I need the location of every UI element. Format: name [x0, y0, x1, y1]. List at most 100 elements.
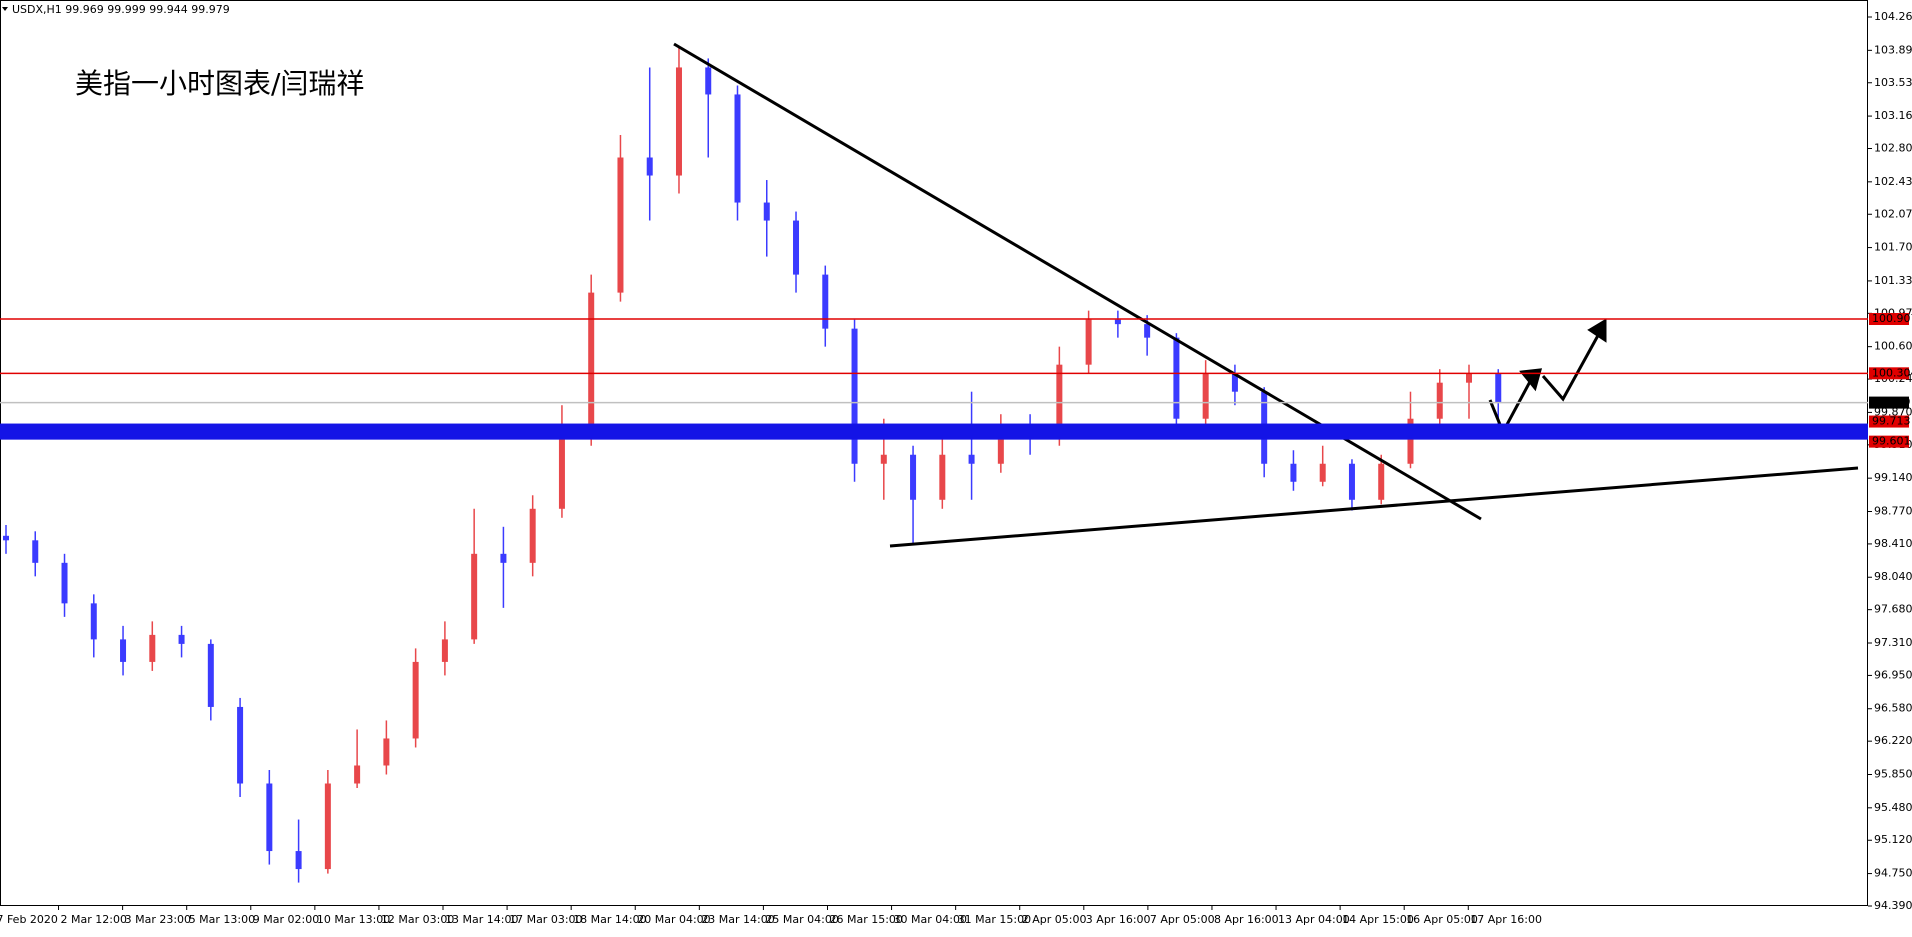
level-label: 99.601 — [1872, 435, 1911, 448]
x-tick-label: 23 Mar 14:00 — [701, 913, 774, 926]
candle-body — [1378, 463, 1385, 500]
candle-body — [1319, 463, 1326, 482]
x-tick-label: 30 Mar 04:00 — [894, 913, 967, 926]
x-tick-label: 3 Mar 23:00 — [125, 913, 191, 926]
x-tick-label: 26 Mar 15:00 — [829, 913, 902, 926]
y-tick-label: 95.850 — [1874, 767, 1912, 780]
candle-body — [1056, 364, 1063, 437]
y-tick-label: 96.580 — [1874, 702, 1912, 715]
candle-body — [1202, 373, 1209, 419]
candle-body — [1466, 373, 1472, 383]
level-label-bg — [1869, 313, 1909, 326]
candle-body — [910, 454, 917, 500]
level-label: 99.979 — [1872, 396, 1911, 409]
x-tick-label: 5 Mar 13:00 — [189, 913, 255, 926]
arrow-head — [1587, 318, 1607, 343]
support-line — [889, 466, 1859, 548]
candle-body — [1290, 463, 1297, 482]
support-band — [0, 423, 1868, 440]
candle-body — [851, 328, 858, 464]
y-tick-label: 98.410 — [1874, 537, 1912, 550]
arrow-path — [1541, 329, 1603, 402]
y-tick-label: 98.040 — [1874, 570, 1912, 583]
y-tick-label: 103.530 — [1874, 76, 1912, 89]
candle-body — [3, 535, 9, 541]
candle-body — [968, 454, 975, 464]
x-tick-label: 10 Mar 13:00 — [317, 913, 390, 926]
y-tick-label: 97.310 — [1874, 636, 1912, 649]
x-tick-label: 7 Apr 05:00 — [1150, 913, 1215, 926]
level-label-bg — [1869, 367, 1909, 380]
y-tick-label: 103.890 — [1874, 43, 1912, 56]
candle-body — [529, 508, 536, 563]
candle-body — [178, 634, 185, 644]
y-tick-label: 97.680 — [1874, 603, 1912, 616]
candle-body — [1495, 373, 1502, 403]
candle-body — [705, 67, 712, 95]
candle-body — [997, 427, 1004, 464]
x-tick-label: 20 Mar 04:00 — [637, 913, 710, 926]
marks — [3, 47, 1502, 883]
y-tick-label: 94.390 — [1874, 899, 1912, 912]
candle-body — [734, 94, 741, 203]
x-tick-label: 13 Apr 04:00 — [1278, 913, 1350, 926]
candle-body — [1085, 319, 1092, 365]
candle-body — [471, 553, 478, 640]
candle-body — [90, 603, 97, 640]
y-tick-label: 102.070 — [1874, 207, 1912, 220]
x-tick-label: 31 Mar 15:00 — [958, 913, 1031, 926]
y-tick-label: 99.870 — [1874, 405, 1912, 418]
y-tick-label: 98.770 — [1874, 504, 1912, 517]
y-tick-label: 102.800 — [1874, 142, 1912, 155]
candle-body — [1407, 418, 1414, 464]
x-tick-label: 2 Mar 12:00 — [61, 913, 127, 926]
level-label: 100.304 — [1872, 366, 1912, 379]
candle-body — [939, 454, 946, 500]
candle-body — [441, 639, 448, 662]
x-tick-label: 3 Apr 16:00 — [1086, 913, 1151, 926]
x-tick-label: 13 Mar 14:00 — [445, 913, 518, 926]
candle-body — [149, 634, 156, 662]
candle-body — [588, 292, 595, 428]
candle-body — [295, 851, 302, 870]
candle-body — [822, 274, 829, 329]
candle-body — [675, 67, 682, 176]
candle-body — [646, 157, 653, 176]
x-tick-label: 12 Mar 03:00 — [381, 913, 454, 926]
candle-body — [207, 643, 214, 707]
candle-body — [32, 540, 39, 563]
candle-body — [1436, 382, 1443, 419]
candle-body — [763, 202, 770, 221]
level-label-bg — [1869, 415, 1909, 428]
candle-body — [1231, 373, 1238, 392]
x-tick-label: 8 Apr 16:00 — [1214, 913, 1279, 926]
candle-body — [558, 427, 565, 509]
level-label-bg — [1869, 396, 1909, 409]
y-tick-label: 96.950 — [1874, 668, 1912, 681]
candle-body — [120, 639, 127, 662]
x-tick-label: 7 Feb 2020 — [0, 913, 58, 926]
candle-body — [1114, 319, 1121, 325]
candle-body — [266, 783, 273, 852]
y-tick-label: 100.600 — [1874, 340, 1912, 353]
candle-body — [1173, 337, 1180, 419]
x-tick-label: 17 Apr 16:00 — [1470, 913, 1542, 926]
y-tick-label: 103.160 — [1874, 109, 1912, 122]
x-tick-label: 18 Mar 14:00 — [573, 913, 646, 926]
candle-body — [383, 738, 390, 766]
y-tick-label: 95.120 — [1874, 833, 1912, 846]
candle-body — [1348, 463, 1355, 500]
x-tick-label: 2 Apr 05:00 — [1022, 913, 1087, 926]
annotation: 美指一小时图表/闫瑞祥 — [75, 67, 364, 100]
candle-body — [237, 706, 244, 784]
plot-frame — [0, 0, 1868, 906]
x-tick-label: 17 Mar 03:00 — [509, 913, 582, 926]
candle-body — [500, 553, 507, 563]
y-tick-label: 95.480 — [1874, 801, 1912, 814]
y-tick-label: 101.330 — [1874, 274, 1912, 287]
candle-body — [412, 661, 419, 739]
candle-body — [793, 220, 800, 275]
level-label: 99.713 — [1872, 415, 1911, 428]
candle-body — [61, 562, 68, 604]
